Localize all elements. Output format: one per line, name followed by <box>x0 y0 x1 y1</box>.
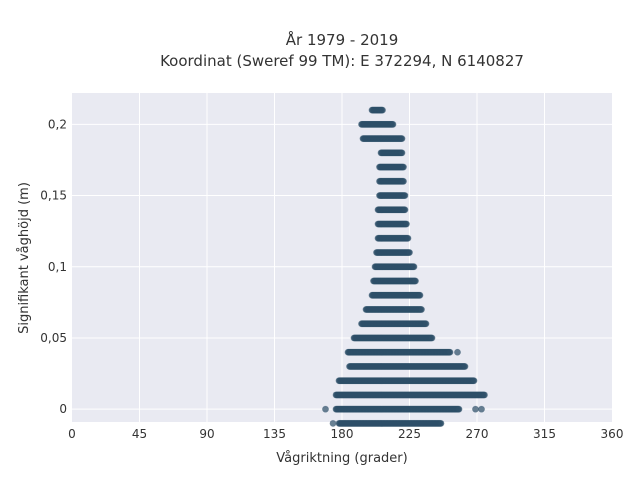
data-point <box>470 377 478 385</box>
x-tick-label: 135 <box>263 427 286 441</box>
scatter-row <box>369 277 419 285</box>
scatter-row <box>332 391 488 399</box>
scatter-row <box>375 192 409 200</box>
data-point <box>437 419 445 427</box>
data-point <box>422 320 430 328</box>
x-axis-label: Vågriktning (grader) <box>276 451 407 466</box>
x-tick-label: 90 <box>199 427 214 441</box>
x-tick-label: 360 <box>601 427 624 441</box>
scatter-row <box>375 163 407 171</box>
scatter-row <box>359 135 406 143</box>
data-point <box>399 163 407 171</box>
x-tick-label: 315 <box>533 427 556 441</box>
x-axis-ticks: 0 45 90 135 180 225 270 315 360 <box>68 427 623 441</box>
data-point <box>399 177 407 185</box>
data-point <box>378 106 386 114</box>
data-point <box>398 135 406 143</box>
scatter-row <box>345 362 469 370</box>
data-point <box>446 348 454 356</box>
data-point <box>471 405 479 413</box>
y-tick-label: 0,2 <box>48 117 67 131</box>
scatter-row <box>377 149 406 157</box>
scatter-row <box>371 263 418 271</box>
x-tick-label: 0 <box>68 427 76 441</box>
scatter-row <box>329 419 445 427</box>
y-tick-label: 0,05 <box>40 331 67 345</box>
y-tick-label: 0 <box>59 402 67 416</box>
scatter-row <box>368 291 424 299</box>
scatter-points <box>321 106 488 427</box>
data-point <box>410 263 418 271</box>
chart-title-line-2: Koordinat (Sweref 99 TM): E 372294, N 61… <box>160 52 524 70</box>
scatter-row <box>335 377 478 385</box>
x-tick-label: 180 <box>331 427 354 441</box>
x-tick-label: 45 <box>132 427 147 441</box>
scatter-row <box>357 120 397 128</box>
data-point <box>321 405 329 413</box>
data-point <box>405 249 413 257</box>
data-point <box>401 206 409 214</box>
scatter-row <box>357 320 430 328</box>
scatter-row <box>368 106 386 114</box>
data-point <box>416 291 424 299</box>
data-point <box>480 391 488 399</box>
scatter-row <box>321 405 485 413</box>
data-point <box>417 305 425 313</box>
y-axis-label: Signifikant våghöjd (m) <box>17 182 32 334</box>
scatter-row <box>350 334 436 342</box>
scatter-row <box>374 220 410 228</box>
scatter-row <box>374 234 412 242</box>
scatter-row <box>375 177 407 185</box>
scatter-row <box>372 249 413 257</box>
data-point <box>404 234 412 242</box>
data-point <box>477 405 485 413</box>
x-tick-label: 225 <box>398 427 421 441</box>
data-point <box>401 192 409 200</box>
y-axis-ticks: 0 0,05 0,1 0,15 0,2 <box>40 117 67 416</box>
data-point <box>398 149 406 157</box>
data-point <box>411 277 419 285</box>
scatter-row <box>374 206 409 214</box>
data-point <box>389 120 397 128</box>
data-point <box>455 405 463 413</box>
data-point <box>461 362 469 370</box>
scatter-row <box>344 348 461 356</box>
data-point <box>329 419 337 427</box>
y-tick-label: 0,1 <box>48 260 67 274</box>
data-point <box>428 334 436 342</box>
y-tick-label: 0,15 <box>40 189 67 203</box>
scatter-row <box>362 305 425 313</box>
chart-title-line-1: År 1979 - 2019 <box>286 30 399 49</box>
x-tick-label: 270 <box>466 427 489 441</box>
data-point <box>402 220 410 228</box>
data-point <box>453 348 461 356</box>
